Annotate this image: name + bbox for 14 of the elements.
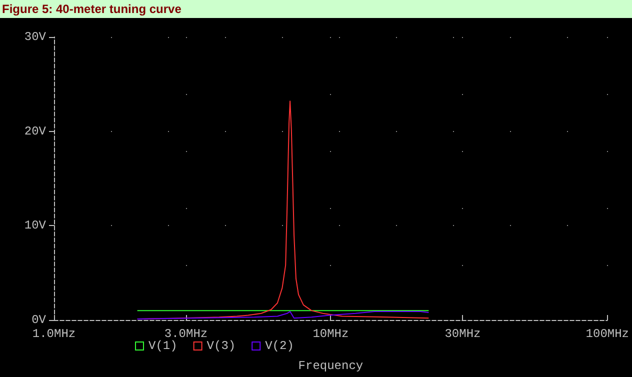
y-tick-label: 10V	[24, 218, 47, 233]
y-tick-label: 30V	[24, 30, 47, 44]
x-tick-label: 10MHz	[312, 327, 349, 341]
x-tick-label: 100MHz	[586, 327, 630, 341]
y-tick-label: 20V	[24, 124, 47, 138]
chart-title: Figure 5: 40-meter tuning curve	[0, 0, 632, 18]
legend-label: V(2)	[265, 339, 294, 353]
x-tick-label: 30MHz	[444, 327, 481, 341]
x-tick-label: 3.0MHz	[164, 327, 208, 341]
x-axis-title: Frequency	[298, 359, 364, 373]
x-tick-label: 1.0MHz	[32, 327, 76, 341]
y-tick-label: 0V	[32, 313, 47, 327]
legend-label: V(1)	[148, 339, 178, 353]
legend-label: V(3)	[206, 339, 236, 353]
